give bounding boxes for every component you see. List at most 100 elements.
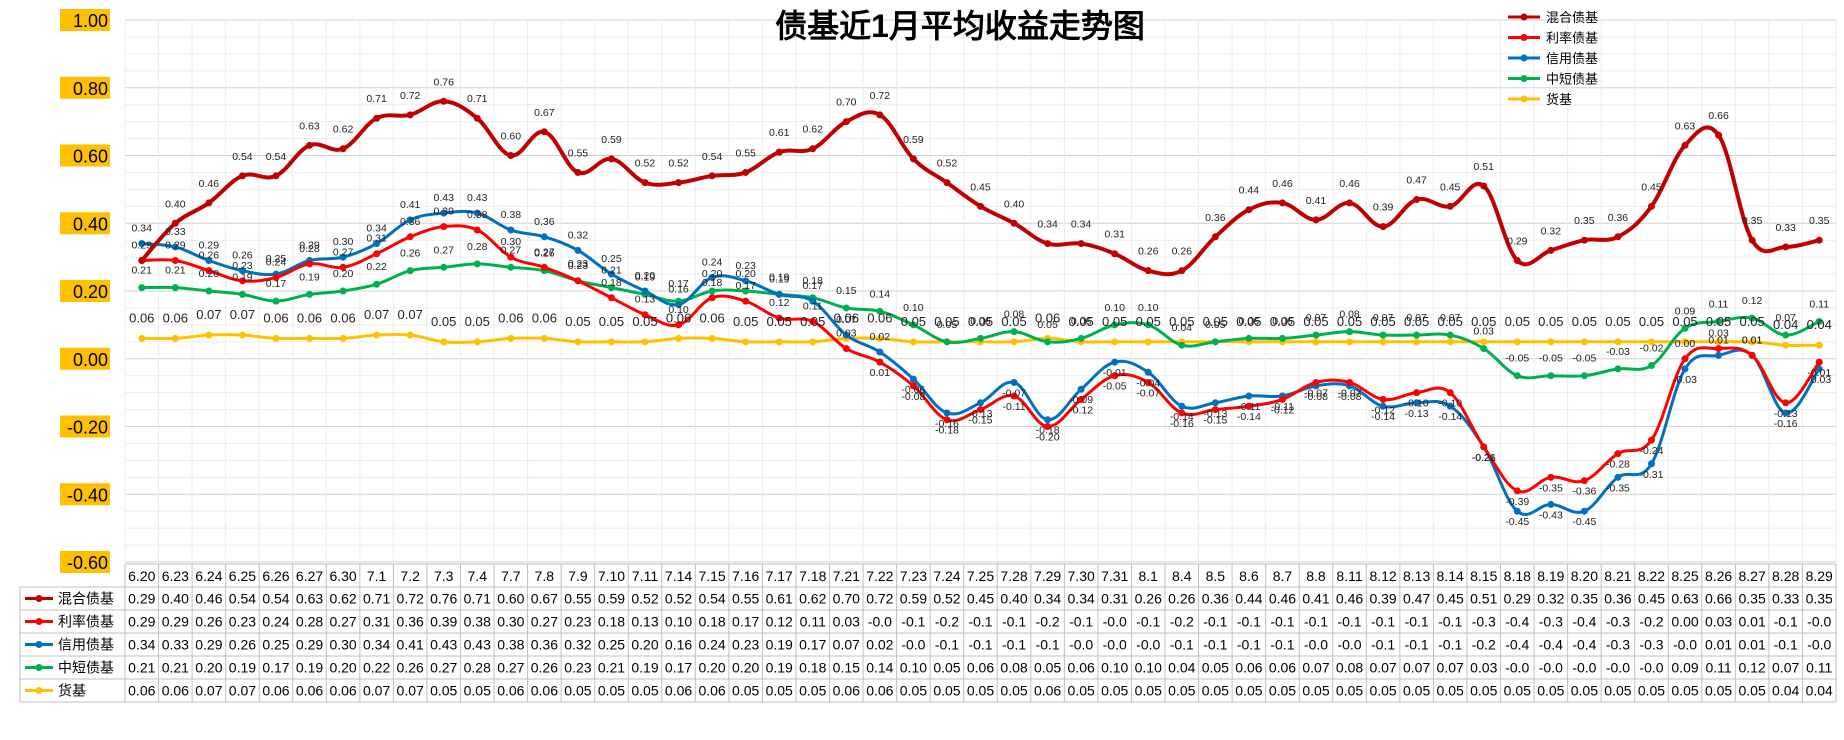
table-cell: 0.59 [598,591,625,607]
data-label: 0.26 [1172,246,1193,258]
series-point [473,226,481,234]
series-point [1346,199,1354,207]
table-cell: 0.27 [531,614,558,630]
table-cell: 0.27 [497,660,524,676]
series-point [306,334,314,342]
data-label: 0.27 [534,246,555,258]
series-point [1748,236,1756,244]
series-point [1211,233,1219,241]
x-tick-label: 8.13 [1403,568,1430,584]
series-point [1413,399,1421,407]
series-point [1580,236,1588,244]
data-label: 0.20 [635,270,656,282]
data-label: 0.19 [769,273,790,285]
x-tick-label: 7.9 [568,568,588,584]
table-cell: 0.28 [464,660,491,676]
data-label: 0.70 [836,97,857,109]
table-cell: 0.05 [1369,683,1396,699]
data-label: 0.05 [1270,314,1295,329]
data-label: 0.71 [467,93,488,105]
series-point [1580,507,1588,515]
series-point [1446,389,1454,397]
data-label: 0.31 [366,233,387,245]
table-cell: 0.05 [1504,683,1531,699]
series-point [1413,196,1421,204]
table-cell: -0.0 [1505,660,1529,676]
table-cell: 0.67 [531,591,558,607]
table-cell: 0.31 [1101,591,1128,607]
data-label: 0.63 [1675,120,1696,132]
series-point [473,338,481,346]
table-cell: 0.05 [1437,683,1464,699]
data-label: 0.39 [1373,202,1394,214]
table-cell: 0.04 [1806,683,1833,699]
series-point [1748,351,1756,359]
table-cell: -0.3 [1472,614,1496,630]
series-point [138,257,146,265]
table-cell: 0.70 [833,591,860,607]
data-label: 0.05 [1205,319,1226,331]
table-cell: -0.1 [1438,637,1462,653]
y-tick-highlight [60,76,110,99]
data-label: -0.36 [1572,486,1596,498]
table-cell: 0.10 [1135,660,1162,676]
data-label: 0.54 [232,151,253,163]
data-label: 0.12 [769,297,790,309]
data-label: 0.32 [568,229,589,241]
series-point [1144,321,1152,329]
data-label: 0.21 [601,265,622,277]
table-cell: 0.07 [397,683,424,699]
series-point [809,317,817,325]
data-label: 0.36 [534,216,555,228]
data-label: -0.08 [901,391,925,403]
table-cell: -0.0 [1304,637,1328,653]
series-point [339,253,347,261]
x-tick-label: 8.5 [1206,568,1226,584]
series-point [641,179,649,187]
series-point [1044,240,1052,248]
table-cell: 0.71 [363,591,390,607]
data-label: -0.05 [1539,353,1563,365]
series-point [909,321,917,329]
table-cell: 0.16 [665,637,692,653]
series-point [1547,372,1555,380]
data-label: 0.03 [1474,326,1495,338]
data-label: 0.46 [1272,178,1293,190]
data-label: 0.05 [1438,314,1463,329]
table-cell: 0.10 [900,660,927,676]
series-point [1715,345,1723,353]
series-point [171,257,179,265]
series-point [1346,338,1354,346]
table-cell: 0.05 [766,683,793,699]
series-point [1010,219,1018,227]
series-point [406,233,414,241]
data-label: -0.10 [1438,398,1462,410]
series-point [1715,131,1723,139]
series-point [406,331,414,339]
series-point [876,348,884,356]
table-cell: 0.51 [1470,591,1497,607]
series-point [708,294,716,302]
x-tick-label: 8.20 [1571,568,1598,584]
x-tick-label: 7.8 [535,568,555,584]
data-label: -0.08 [1338,391,1362,403]
table-cell: -0.1 [1774,614,1798,630]
data-label: 0.19 [299,271,320,283]
table-cell: 0.05 [1202,683,1229,699]
table-cell: 0.07 [363,683,390,699]
series-point [675,321,683,329]
series-point [607,284,615,292]
data-label: 0.05 [599,314,624,329]
x-tick-label: 7.4 [468,568,488,584]
data-label: 0.01 [1708,334,1729,346]
table-cell: 0.06 [531,683,558,699]
data-label: 0.01 [870,367,891,379]
x-tick-label: 7.14 [665,568,692,584]
table-cell: 0.06 [128,683,155,699]
series-point [742,287,750,295]
series-point [440,209,448,217]
series-point [1681,324,1689,332]
data-label: 0.34 [1037,219,1058,231]
